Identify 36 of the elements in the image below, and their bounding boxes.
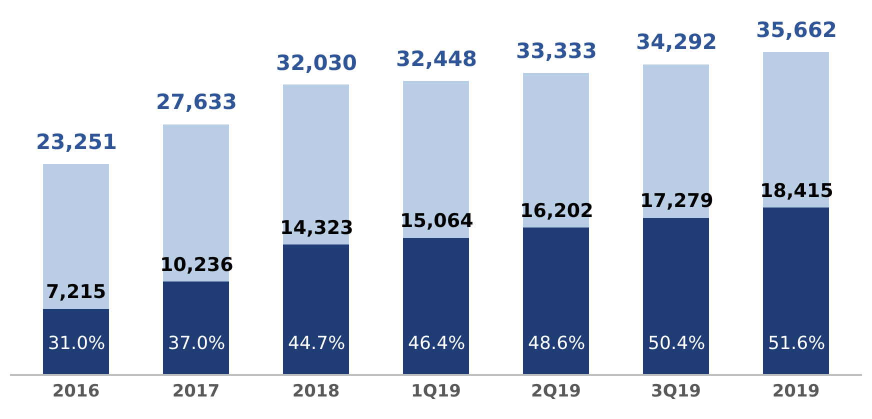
bar — [43, 164, 109, 309]
bar — [283, 244, 349, 374]
total-label: 35,662 — [756, 18, 838, 42]
data-label: 17,279 — [640, 190, 714, 212]
total-label: 27,633 — [156, 90, 238, 114]
bar — [523, 228, 589, 374]
bar — [763, 208, 829, 374]
x-tick-label: 2Q19 — [531, 381, 581, 402]
x-tick-label: 3Q19 — [651, 381, 701, 402]
total-label: 32,448 — [396, 47, 478, 71]
bar — [43, 308, 109, 374]
total-label: 33,333 — [516, 39, 598, 63]
annotation: 51.6% — [768, 333, 826, 354]
data-label: 15,064 — [400, 210, 474, 232]
bar — [643, 218, 709, 374]
x-tick-label: 2016 — [52, 381, 100, 402]
data-label: 16,202 — [520, 200, 594, 222]
bar — [163, 282, 229, 374]
x-tick-label: 1Q19 — [411, 381, 461, 402]
x-tick-label: 2017 — [172, 381, 220, 402]
bar — [403, 238, 469, 374]
x-tick-label: 2019 — [772, 381, 820, 402]
annotation: 50.4% — [648, 333, 706, 354]
annotation: 48.6% — [528, 333, 586, 354]
total-label: 23,251 — [36, 130, 118, 154]
annotation: 31.0% — [48, 333, 106, 354]
data-label: 18,415 — [760, 180, 834, 202]
annotation: 37.0% — [168, 333, 226, 354]
data-label: 14,323 — [280, 217, 354, 239]
annotation: 44.7% — [288, 333, 346, 354]
total-label: 34,292 — [636, 30, 718, 54]
total-label: 32,030 — [276, 51, 358, 75]
annotation: 46.4% — [408, 333, 466, 354]
x-tick-label: 2018 — [292, 381, 340, 402]
data-label: 10,236 — [160, 254, 234, 276]
data-label: 7,215 — [46, 281, 106, 303]
